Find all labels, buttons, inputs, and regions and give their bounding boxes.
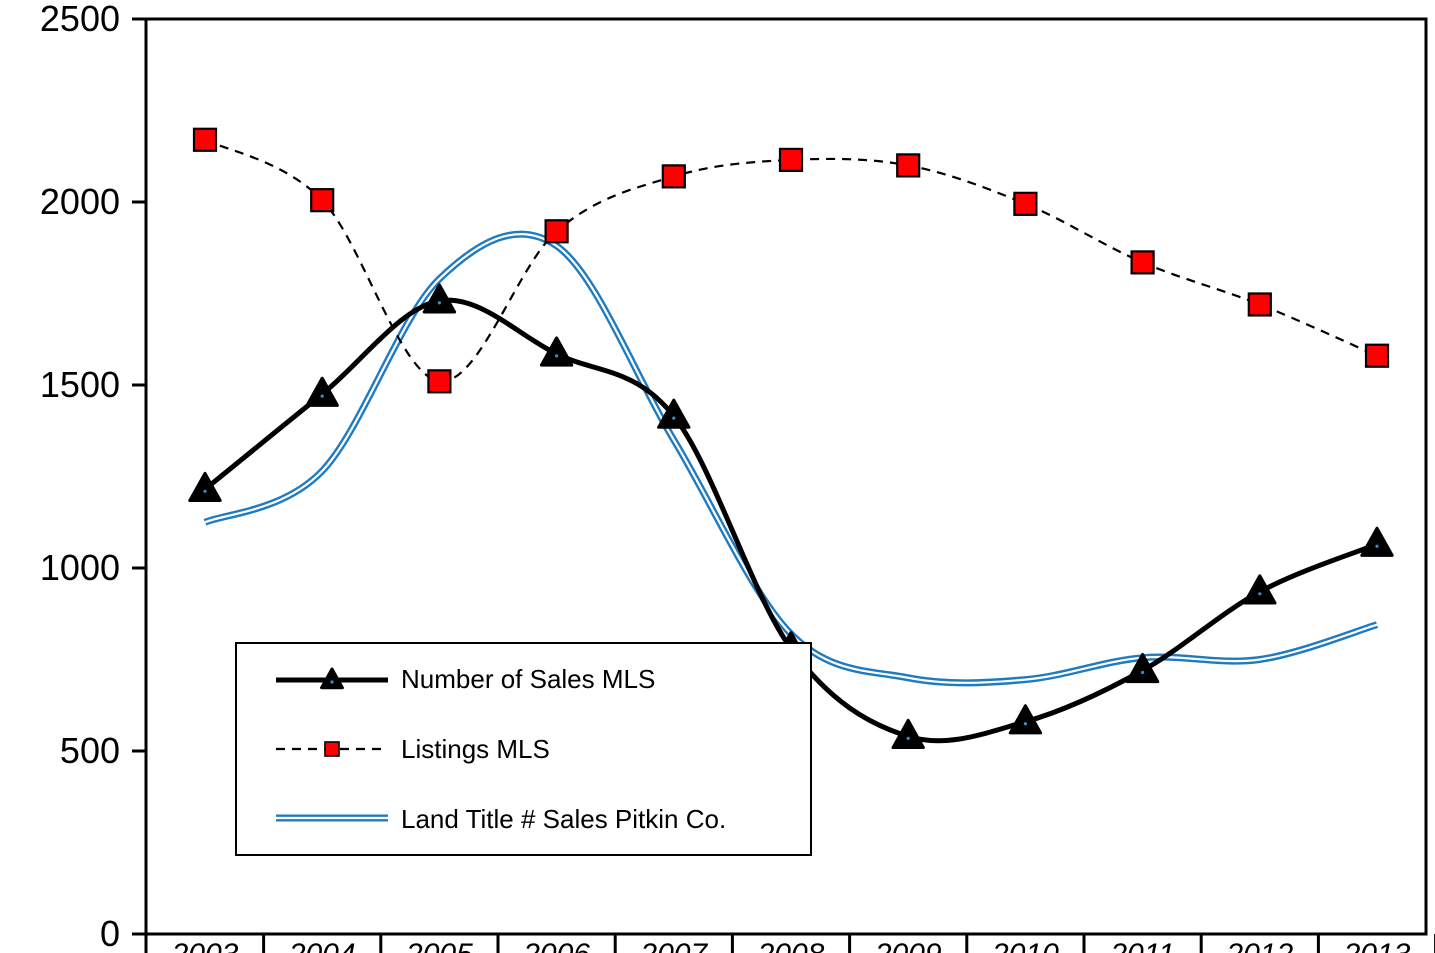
y-tick-label: 500 — [60, 730, 120, 771]
legend-marker-sales — [320, 667, 344, 690]
sales-point-center — [1023, 722, 1027, 726]
sales-point — [891, 718, 925, 750]
sales-point — [1243, 574, 1277, 605]
series-land-title-line-inner — [204, 233, 1378, 684]
y-tick-label: 2500 — [40, 0, 120, 39]
sales-point-center — [203, 489, 207, 493]
sales-point-center — [320, 394, 324, 398]
sales-point — [188, 471, 222, 503]
sales-point-center — [1375, 544, 1379, 548]
listings-point — [1013, 191, 1038, 216]
sales-point — [422, 283, 457, 314]
series-sales-line — [203, 297, 1378, 744]
listings-point — [1247, 292, 1272, 317]
sales-point-center — [1258, 592, 1262, 596]
y-axis: 0 500 1000 1500 2000 2500 — [40, 0, 146, 953]
y-tick-label: 0 — [100, 913, 120, 953]
sales-point — [657, 398, 691, 429]
legend-marker-sales-center — [330, 680, 334, 684]
x-axis: 2003 2004 2005 2006 2007 2008 2009 2010 2011 2012… — [144, 934, 1435, 953]
legend-item-sales: Number of Sales MLS — [276, 664, 655, 694]
legend-swatch-sales-line — [276, 667, 388, 690]
legend: Number of Sales MLS Listings MLS Land Ti… — [235, 642, 812, 856]
sales-point — [539, 336, 574, 367]
x-tick-label: 2004 — [288, 938, 356, 953]
legend-label-listings: Listings MLS — [401, 734, 550, 764]
legend-label-land-title: Land Title # Sales Pitkin Co. — [401, 804, 726, 834]
sales-point — [1008, 704, 1043, 735]
listings-point — [544, 219, 569, 244]
x-tick-label: 2006 — [522, 938, 590, 953]
sales-point-center — [906, 736, 910, 740]
sales-point-center — [1141, 670, 1145, 675]
legend-label-sales: Number of Sales MLS — [401, 664, 655, 694]
sales-point — [305, 376, 339, 407]
listings-point — [1130, 250, 1155, 275]
series-layer — [188, 127, 1394, 750]
listings-point — [778, 147, 804, 173]
y-tick-label: 1500 — [40, 364, 120, 405]
series-listings-line — [204, 138, 1378, 383]
x-tick-label: 2003 — [171, 938, 239, 953]
legend-swatch-listings-line — [276, 741, 388, 757]
x-tick-label: 2012 — [1225, 938, 1293, 953]
listings-point — [661, 164, 686, 189]
x-tick-label: 2011 — [1109, 938, 1175, 953]
legend-marker-listings — [324, 741, 340, 757]
x-tick-label: 2008 — [757, 938, 825, 953]
legend-item-land-title: Land Title # Sales Pitkin Co. — [276, 804, 726, 834]
x-tick-label: 2013 — [1343, 938, 1411, 953]
listings-point — [192, 127, 218, 152]
x-tick-label: 2010 — [991, 938, 1059, 953]
y-tick-label: 2000 — [40, 181, 120, 222]
listings-point — [896, 153, 921, 178]
sales-point — [1125, 652, 1160, 684]
sales-point-center — [555, 354, 559, 358]
sales-point-center — [672, 416, 676, 420]
sales-point — [1360, 526, 1394, 557]
x-tick-label: 2009 — [874, 938, 942, 953]
listings-point — [310, 188, 335, 213]
listings-point — [1364, 343, 1390, 368]
sales-point-center — [437, 301, 441, 305]
y-tick-label: 1000 — [40, 547, 120, 588]
x-tick-label: 2005 — [405, 938, 473, 953]
listings-point — [427, 369, 452, 394]
legend-item-listings: Listings MLS — [276, 734, 550, 764]
x-tick-label: 2007 — [639, 938, 708, 953]
